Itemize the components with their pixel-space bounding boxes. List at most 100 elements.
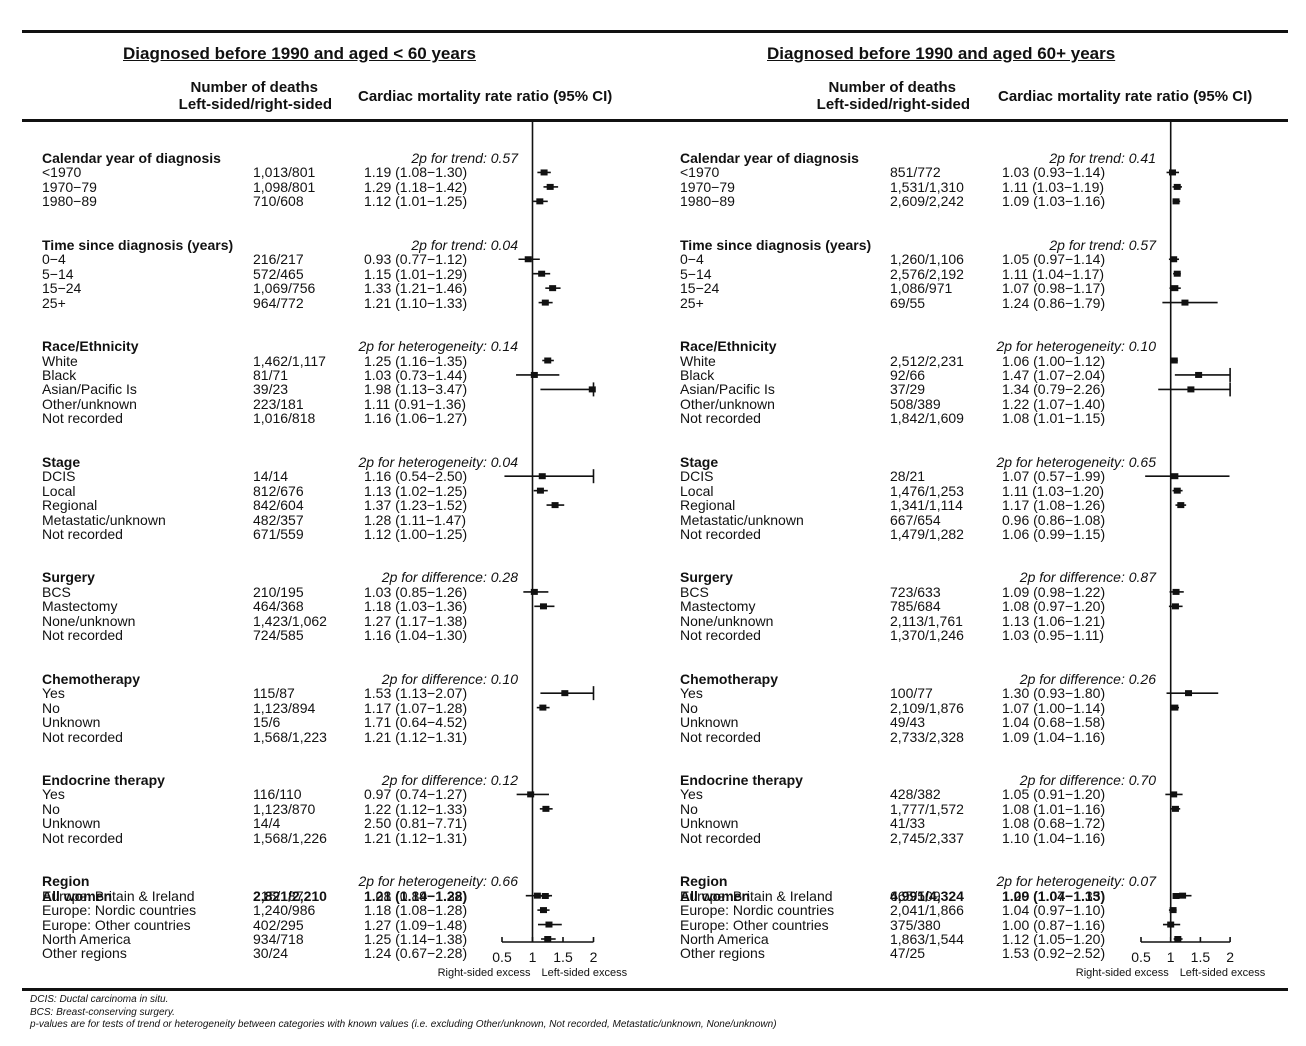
mark-5-1-estimate (539, 704, 547, 711)
row-deaths: 14/14 (253, 468, 289, 485)
table-row: 1970−79 1,098/801 1.29 (1.18−1.42) (22, 178, 662, 195)
mark-2-0-estimate (544, 357, 552, 364)
row-ratio: 1.21 (1.12−1.31) (364, 829, 468, 846)
row-deaths: 1,341/1,114 (890, 497, 963, 514)
row-ratio: 1.27 (1.09−1.48) (364, 916, 468, 933)
group-test: 2p for difference: 0.87 (1019, 569, 1156, 586)
bottom-rule (22, 988, 1288, 991)
row-label: White (680, 352, 716, 369)
row-deaths: 39/23 (253, 381, 289, 398)
row-ratio: 1.27 (1.17−1.38) (364, 612, 468, 629)
row-ratio: 1.34 (0.79−2.26) (1002, 381, 1106, 398)
row-deaths: 15/6 (253, 714, 281, 731)
row-deaths: 14/4 (253, 815, 281, 832)
mark-0-2-estimate (536, 198, 544, 205)
row-deaths: 2,733/2,328 (890, 728, 964, 745)
row-label: 5−14 (680, 265, 712, 282)
row-label: Not recorded (680, 829, 761, 846)
table-row: 5−14 572/465 1.15 (1.01−1.29) (22, 266, 662, 282)
mark-5-0-estimate (1185, 690, 1193, 697)
row-deaths: 1,098/801 (253, 178, 316, 195)
table-row: Black 92/66 1.47 (1.07−2.04) (660, 367, 1300, 383)
row-ratio: 1.18 (1.03−1.36) (364, 598, 468, 615)
row-label: Not recorded (42, 526, 123, 542)
row-label: White (42, 352, 78, 369)
col-deaths-header-line2: Left-sided/right-sided (816, 96, 970, 113)
row-deaths: 1,568/1,223 (253, 728, 327, 745)
row-ratio: 1.12 (1.01−1.25) (364, 193, 468, 210)
group-test: 2p for trend: 0.41 (1049, 150, 1156, 166)
row-deaths: 1,016/818 (253, 410, 316, 427)
mark-0-2-estimate (1172, 198, 1180, 205)
group-title: Calendar year of diagnosis (42, 150, 221, 166)
row-label: <1970 (42, 164, 82, 181)
mark-all-estimate (1172, 893, 1180, 899)
row-ratio: 1.08 (1.01−1.15) (1002, 410, 1106, 427)
axis-label-right-sided-excess: Right-sided excess (437, 967, 531, 979)
row-ratio: 1.37 (1.23−1.52) (364, 497, 468, 514)
row-deaths: 1,479/1,282 (890, 526, 964, 542)
x-tick-label: 1 (1167, 949, 1175, 965)
row-label: Unknown (680, 815, 739, 832)
row-deaths: 723/633 (890, 583, 941, 600)
row-label: Yes (42, 685, 65, 702)
row-deaths: 1,531/1,310 (890, 178, 964, 195)
row-ratio: 1.25 (1.14−1.38) (364, 931, 468, 947)
group-title: Surgery (680, 569, 733, 586)
group-title: Endocrine therapy (42, 771, 165, 788)
row-deaths: 1,423/1,062 (253, 612, 327, 629)
all-label: All women (42, 888, 113, 904)
mark-0-1-estimate (546, 183, 554, 190)
mark-1-3-estimate (1181, 299, 1189, 306)
row-label: BCS (680, 583, 709, 600)
row-ratio: 0.97 (0.74−1.27) (364, 786, 468, 803)
table-row: Metastatic/unknown 482/357 1.28 (1.11−1.47… (22, 512, 662, 528)
row-label: Local (680, 482, 714, 499)
table-row: Not recorded 671/559 1.12 (1.00−1.25) (22, 526, 662, 542)
table-row: 1980−89 710/608 1.12 (1.01−1.25) (22, 193, 662, 210)
mark-5-0-estimate (561, 690, 569, 697)
row-ratio: 1.03 (0.95−1.11) (1002, 627, 1105, 644)
row-label: 25+ (42, 294, 66, 311)
table-row: Unknown 41/33 1.08 (0.68−1.72) (660, 815, 1300, 832)
row-ratio: 1.19 (1.08−1.30) (364, 164, 468, 181)
forest-panel-under-60: Diagnosed before 1990 and aged < 60 year… (22, 0, 662, 1000)
group-test: 2p for heterogeneity: 0.04 (358, 453, 518, 470)
group-test: 2p for difference: 0.28 (381, 569, 518, 586)
row-deaths: 1,086/971 (890, 280, 953, 297)
table-row: DCIS 14/14 1.16 (0.54−2.50) (22, 468, 662, 485)
row-label: 15−24 (42, 280, 82, 297)
table-row: Europe: Britain & Ireland 665/509 1.20 (1.… (660, 888, 1300, 904)
group-title: Region (42, 873, 90, 890)
row-label: Other/unknown (42, 395, 137, 412)
row-ratio: 1.22 (1.07−1.40) (1002, 395, 1106, 412)
group-title: Chemotherapy (42, 670, 141, 687)
row-label: Not recorded (680, 410, 761, 427)
row-label: Other/unknown (680, 395, 775, 412)
row-label: None/unknown (680, 612, 774, 629)
mark-7-2-estimate (1167, 921, 1175, 928)
group-test: 2p for heterogeneity: 0.10 (996, 338, 1156, 355)
table-row: Regional 1,341/1,114 1.17 (1.08−1.26) (660, 497, 1300, 514)
mark-7-2-estimate (545, 921, 553, 928)
row-deaths: 402/295 (253, 916, 304, 933)
table-row: Asian/Pacific Is 39/23 1.98 (1.13−3.47) (22, 381, 662, 398)
group-title: Time since diagnosis (years) (680, 236, 872, 253)
row-ratio: 1.21 (1.10−1.33) (364, 294, 468, 311)
col-ratio-header: Cardiac mortality rate ratio (95% CI) (358, 88, 613, 105)
row-label: Regional (680, 497, 736, 514)
row-deaths: 1,013/801 (253, 164, 316, 181)
table-row: Not recorded 724/585 1.16 (1.04−1.30) (22, 627, 662, 643)
row-deaths: 81/71 (253, 366, 289, 383)
row-label: No (42, 699, 60, 716)
table-row: 25+ 964/772 1.21 (1.10−1.33) (22, 294, 662, 311)
row-deaths: 2,109/1,876 (890, 699, 964, 716)
row-label: Unknown (42, 815, 101, 832)
table-row: White 1,462/1,117 1.25 (1.16−1.35) (22, 352, 662, 369)
row-deaths: 464/368 (253, 598, 304, 615)
row-ratio: 1.17 (1.08−1.26) (1002, 497, 1106, 514)
group-title: Stage (42, 453, 81, 470)
table-row: Unknown 49/43 1.04 (0.68−1.58) (660, 714, 1300, 730)
axis-label-left-sided-excess: Left-sided excess (541, 967, 628, 979)
table-row: White 2,512/2,231 1.06 (1.00−1.12) (660, 352, 1300, 369)
